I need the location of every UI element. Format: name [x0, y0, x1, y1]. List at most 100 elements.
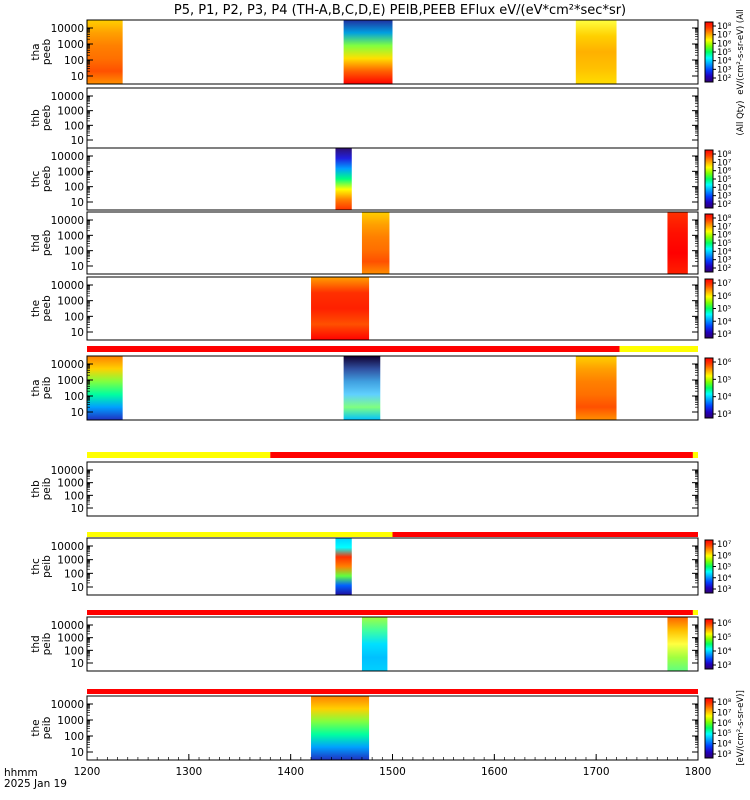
colorbar	[704, 618, 714, 670]
colorbar	[704, 213, 714, 273]
flag-segment	[87, 346, 620, 352]
colorbar-tick-label: 10⁷	[717, 158, 732, 168]
plot-frame	[86, 19, 699, 85]
panel-probe: the	[30, 300, 42, 317]
y-tick-label: 1000	[57, 478, 84, 490]
x-tick-label: 1800	[685, 766, 712, 778]
flag-segment	[87, 452, 271, 458]
colorbar-tick-label: 10²	[717, 74, 731, 84]
panel-probe: thd	[30, 635, 42, 652]
colorbar-tick-label: 10⁴	[717, 740, 732, 750]
panel-label: thbpeib	[30, 477, 53, 500]
flag-segment	[692, 452, 698, 458]
y-tick-label: 10	[71, 261, 84, 273]
colorbar-tick-label: 10⁴	[717, 247, 732, 257]
panel-tha-peib: 10000 1000 100 10 thapeib 10⁶ 10⁵ 10⁴ 10³	[30, 355, 732, 421]
colorbar-tick-label: 10³	[717, 585, 731, 595]
y-tick-label: 10	[71, 658, 84, 670]
spectrogram-block	[335, 148, 352, 210]
plot-area	[87, 277, 698, 340]
y-tick-label: 1000	[57, 166, 84, 178]
y-tick-label: 100	[64, 55, 84, 67]
y-tick-label: 100	[64, 311, 84, 323]
y-tick-label: 10000	[51, 699, 84, 711]
colorbar-tick-label: 10⁷	[717, 279, 732, 289]
colorbar-tick-label: 10⁵	[717, 729, 731, 739]
spectrogram-block	[361, 617, 388, 671]
plot-frame	[86, 147, 699, 211]
spectrogram-block	[335, 538, 352, 595]
spectrogram-block	[667, 212, 688, 274]
y-tick-label: 100	[64, 490, 84, 502]
spectrogram-block	[343, 20, 393, 84]
colorbar-tick-label: 10⁶	[717, 231, 732, 241]
colorbar-tick-label: 10⁴	[717, 57, 732, 67]
panel-thc-peeb: 10000 1000 100 10 thcpeeb 10⁸10⁷10⁶10⁵10⁴10³1…	[30, 147, 732, 211]
panel-label: thbpeeb	[30, 105, 53, 132]
x-tick-label: 1600	[481, 766, 508, 778]
colorbar	[704, 357, 714, 419]
plot-area	[87, 148, 698, 210]
colorbar-tick-label: 10⁸	[717, 214, 732, 224]
colorbar-tick-label: 10³	[717, 330, 731, 340]
panel-label: thdpeeb	[30, 230, 53, 257]
colorbar	[704, 278, 714, 339]
colorbar-tick-label: 10⁶	[717, 39, 732, 49]
colorbar-tick-label: 10⁸	[717, 150, 732, 160]
colorbar-tick-label: 10⁴	[717, 183, 732, 193]
spectrogram-block	[87, 356, 123, 420]
panel-instrument: peeb	[41, 39, 53, 66]
panel-label: thcpeib	[30, 555, 53, 578]
time-axis: 1200 1300 1400 1500 1600 1700 1800	[74, 754, 712, 778]
spectrogram-block	[667, 617, 688, 671]
spectrogram-block	[575, 356, 617, 420]
panel-label: thdpeib	[30, 632, 53, 655]
y-tick-label: 10	[71, 503, 84, 515]
y-tick-label: 1000	[57, 375, 84, 387]
flag-segment	[87, 689, 698, 694]
panels: 10000100010010thapeeb10⁸10⁷10⁶10⁵10⁴10³1…	[30, 9, 746, 766]
panel-label: thepeeb	[30, 295, 53, 322]
panel-probe: thb	[30, 480, 42, 498]
colorbar-tick-label: 10³	[717, 256, 731, 266]
colorbar-tick-label: 10⁵	[717, 239, 731, 249]
y-tick-label: 10000	[51, 465, 84, 477]
panel-instrument: peeb	[41, 166, 53, 193]
y-tick-label: 10000	[51, 541, 84, 553]
panel-instrument: peeb	[41, 230, 53, 257]
colorbar-tick-label: 10³	[717, 750, 731, 760]
spectrogram-block	[361, 212, 390, 274]
plot-area	[87, 538, 698, 595]
colorbar-label: [eV/(cm²-s-sr-eV)]	[736, 690, 746, 766]
x-tick-label: 1700	[583, 766, 610, 778]
colorbar-tick-label: 10⁸	[717, 22, 732, 32]
panel-the-peeb: 10000 1000 100 10 thepeeb 10⁷ 10⁶ 10⁵ 10⁴ 10³	[30, 276, 732, 341]
plot-area	[87, 696, 698, 760]
y-tick-label: 10	[71, 582, 84, 594]
flag-segment	[692, 610, 698, 615]
colorbar-tick-label: 10⁷	[717, 540, 732, 550]
colorbar-label: (All Qty)	[736, 101, 746, 136]
panel-probe: thd	[30, 234, 42, 251]
flag-segment	[392, 532, 698, 537]
panel-instrument: peib	[41, 716, 53, 739]
y-tick-label: 100	[64, 731, 84, 743]
colorbar-tick-label: 10³	[717, 410, 731, 420]
x-tick-label: 1500	[379, 766, 406, 778]
x-caption: hhmm	[4, 767, 38, 779]
colorbar-tick-label: 10⁶	[717, 551, 732, 561]
colorbar-tick-label: 10²	[717, 264, 731, 274]
y-tick-label: 1000	[57, 296, 84, 308]
y-tick-label: 10	[71, 71, 84, 83]
x-tick-label: 1300	[175, 766, 202, 778]
x-tick-label: 1400	[277, 766, 304, 778]
panel-instrument: peib	[41, 376, 53, 399]
y-tick-label: 1000	[57, 106, 84, 118]
panel-instrument: peeb	[41, 105, 53, 132]
y-tick-label: 100	[64, 568, 84, 580]
y-tick-label: 1000	[57, 555, 84, 567]
flag-segment	[270, 452, 693, 458]
